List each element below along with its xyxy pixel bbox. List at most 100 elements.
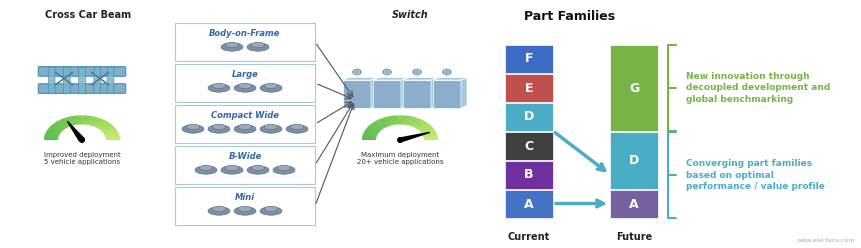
Ellipse shape xyxy=(384,70,390,74)
FancyBboxPatch shape xyxy=(175,146,315,184)
Polygon shape xyxy=(105,133,119,136)
FancyBboxPatch shape xyxy=(78,67,85,94)
Polygon shape xyxy=(375,121,385,128)
Polygon shape xyxy=(50,126,62,132)
Text: Large: Large xyxy=(232,70,258,79)
Polygon shape xyxy=(104,130,117,134)
Polygon shape xyxy=(399,115,400,124)
Polygon shape xyxy=(380,119,387,127)
Polygon shape xyxy=(105,134,119,136)
Polygon shape xyxy=(106,139,120,140)
Polygon shape xyxy=(389,116,394,125)
Polygon shape xyxy=(404,116,407,125)
Polygon shape xyxy=(104,131,118,135)
Polygon shape xyxy=(366,128,379,133)
Polygon shape xyxy=(56,122,66,129)
Polygon shape xyxy=(403,78,437,80)
Polygon shape xyxy=(103,128,115,133)
Bar xyxy=(610,190,658,218)
Polygon shape xyxy=(93,118,101,126)
Ellipse shape xyxy=(213,206,226,212)
FancyBboxPatch shape xyxy=(38,84,126,93)
Ellipse shape xyxy=(234,207,256,215)
FancyBboxPatch shape xyxy=(175,64,315,102)
Polygon shape xyxy=(72,116,77,125)
Polygon shape xyxy=(364,132,377,135)
Polygon shape xyxy=(59,120,68,127)
Polygon shape xyxy=(62,119,70,127)
Polygon shape xyxy=(408,117,413,125)
Ellipse shape xyxy=(226,42,238,48)
Ellipse shape xyxy=(412,68,422,75)
Polygon shape xyxy=(363,134,377,136)
FancyBboxPatch shape xyxy=(107,67,114,94)
Polygon shape xyxy=(416,122,426,129)
Polygon shape xyxy=(46,132,59,136)
Polygon shape xyxy=(45,135,59,137)
Polygon shape xyxy=(374,122,384,129)
Text: Maximum deployment
20+ vehicle applications: Maximum deployment 20+ vehicle applicati… xyxy=(356,152,443,165)
Polygon shape xyxy=(52,125,63,131)
Polygon shape xyxy=(95,119,103,127)
Ellipse shape xyxy=(442,68,452,75)
Polygon shape xyxy=(95,119,102,127)
Polygon shape xyxy=(102,125,113,131)
Polygon shape xyxy=(381,118,388,126)
Polygon shape xyxy=(421,127,433,132)
Polygon shape xyxy=(412,119,420,127)
Polygon shape xyxy=(373,123,383,129)
Polygon shape xyxy=(46,130,60,134)
Polygon shape xyxy=(102,126,114,131)
Polygon shape xyxy=(362,135,376,137)
Polygon shape xyxy=(397,115,399,124)
Polygon shape xyxy=(50,126,62,131)
Polygon shape xyxy=(381,119,388,127)
Polygon shape xyxy=(424,139,438,140)
Polygon shape xyxy=(83,115,84,124)
Polygon shape xyxy=(382,118,389,126)
Polygon shape xyxy=(376,120,386,128)
Polygon shape xyxy=(424,134,437,137)
Polygon shape xyxy=(418,124,430,130)
Polygon shape xyxy=(106,137,120,138)
Polygon shape xyxy=(419,126,431,131)
Polygon shape xyxy=(419,125,430,131)
Polygon shape xyxy=(461,78,467,108)
Bar xyxy=(610,132,658,189)
Polygon shape xyxy=(103,129,116,133)
Polygon shape xyxy=(47,130,60,134)
Polygon shape xyxy=(363,133,377,136)
Polygon shape xyxy=(401,115,402,124)
Polygon shape xyxy=(370,124,381,130)
Polygon shape xyxy=(76,116,78,125)
Polygon shape xyxy=(367,127,379,132)
Polygon shape xyxy=(105,135,120,137)
Ellipse shape xyxy=(208,125,230,133)
Polygon shape xyxy=(91,117,97,126)
Polygon shape xyxy=(77,115,80,124)
Text: F: F xyxy=(524,53,533,65)
Polygon shape xyxy=(405,116,408,125)
Polygon shape xyxy=(104,132,118,135)
Polygon shape xyxy=(386,117,392,125)
Polygon shape xyxy=(99,123,109,129)
Polygon shape xyxy=(367,127,380,132)
Polygon shape xyxy=(44,136,59,138)
Polygon shape xyxy=(103,129,116,134)
Polygon shape xyxy=(47,129,60,133)
Ellipse shape xyxy=(208,84,230,92)
Polygon shape xyxy=(69,117,74,125)
Polygon shape xyxy=(421,128,434,133)
Polygon shape xyxy=(44,137,59,139)
Polygon shape xyxy=(104,130,117,134)
Polygon shape xyxy=(87,116,90,125)
Polygon shape xyxy=(46,133,59,136)
Polygon shape xyxy=(96,120,105,127)
Polygon shape xyxy=(343,78,377,80)
Polygon shape xyxy=(373,78,407,80)
Polygon shape xyxy=(99,123,110,129)
FancyBboxPatch shape xyxy=(343,80,371,108)
Polygon shape xyxy=(372,123,382,129)
Polygon shape xyxy=(45,134,59,137)
Polygon shape xyxy=(86,116,90,125)
